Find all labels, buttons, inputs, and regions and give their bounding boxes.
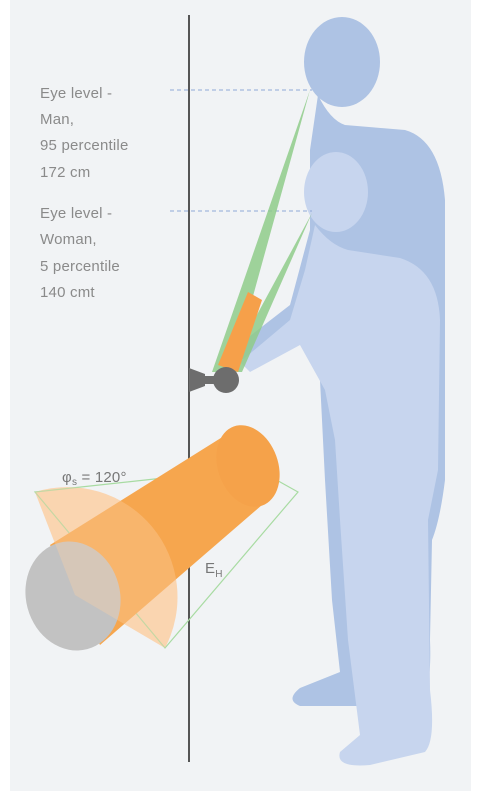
illuminance-label: EH: [205, 560, 223, 580]
label-line: 95 percentile: [40, 137, 129, 154]
label-line: 172 cm: [40, 164, 90, 181]
woman-label: Eye level - Woman, 5 percentile 140 cmt: [40, 205, 120, 301]
cylinder-end: [216, 425, 280, 507]
angle-value: = 120°: [77, 469, 127, 486]
angle-subscript: s: [72, 477, 77, 488]
cylinder-base: [25, 541, 121, 651]
label-line: Eye level -: [40, 205, 112, 222]
label-line: Eye level -: [40, 85, 112, 102]
label-line: 5 percentile: [40, 258, 120, 275]
fixture-head: [213, 367, 239, 393]
fixture-arm: [203, 376, 215, 384]
angle-symbol: φ: [62, 469, 72, 486]
label-line: Man,: [40, 111, 74, 128]
illuminance-symbol: E: [205, 560, 215, 577]
angle-label: φs = 120°: [62, 469, 127, 488]
woman-silhouette: [240, 152, 440, 766]
fixture-bracket: [189, 368, 205, 392]
illuminance-subscript: H: [215, 569, 222, 580]
man-label: Eye level - Man, 95 percentile 172 cm: [40, 85, 129, 181]
sight-beam-man: [212, 90, 310, 372]
label-line: Woman,: [40, 231, 97, 248]
label-line: 140 cmt: [40, 284, 95, 301]
beam-angle-overlay: [35, 487, 178, 648]
glare-cone: [218, 292, 262, 372]
